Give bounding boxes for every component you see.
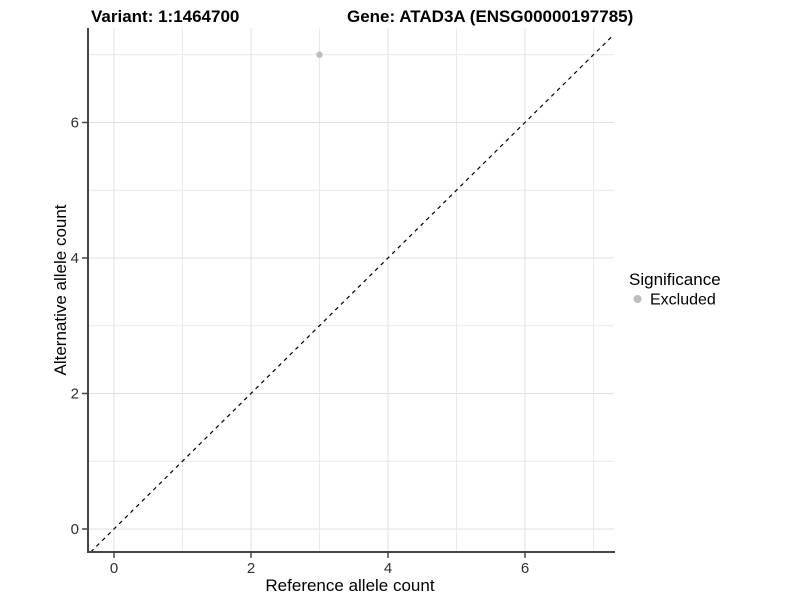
y-tick-label: 2	[71, 386, 79, 403]
x-axis-title: Reference allele count	[265, 576, 434, 595]
x-tick-label: 6	[521, 560, 529, 577]
y-tick-label: 4	[71, 250, 79, 267]
y-tick-label: 0	[71, 521, 79, 538]
x-tick-label: 4	[384, 560, 392, 577]
identity-line	[90, 33, 615, 553]
x-tick-label: 2	[247, 560, 255, 577]
legend-title: Significance	[629, 270, 721, 289]
legend-key-dot	[633, 295, 642, 303]
y-axis-title: Alternative allele count	[51, 204, 70, 375]
data-point	[316, 51, 323, 58]
legend-item-label: Excluded	[650, 292, 716, 309]
variant-title: Variant: 1:1464700	[91, 7, 239, 26]
x-tick-label: 0	[110, 560, 118, 577]
legend: Significance Excluded	[629, 270, 721, 309]
y-tick-label: 6	[71, 115, 79, 132]
gene-title: Gene: ATAD3A (ENSG00000197785)	[347, 7, 633, 26]
